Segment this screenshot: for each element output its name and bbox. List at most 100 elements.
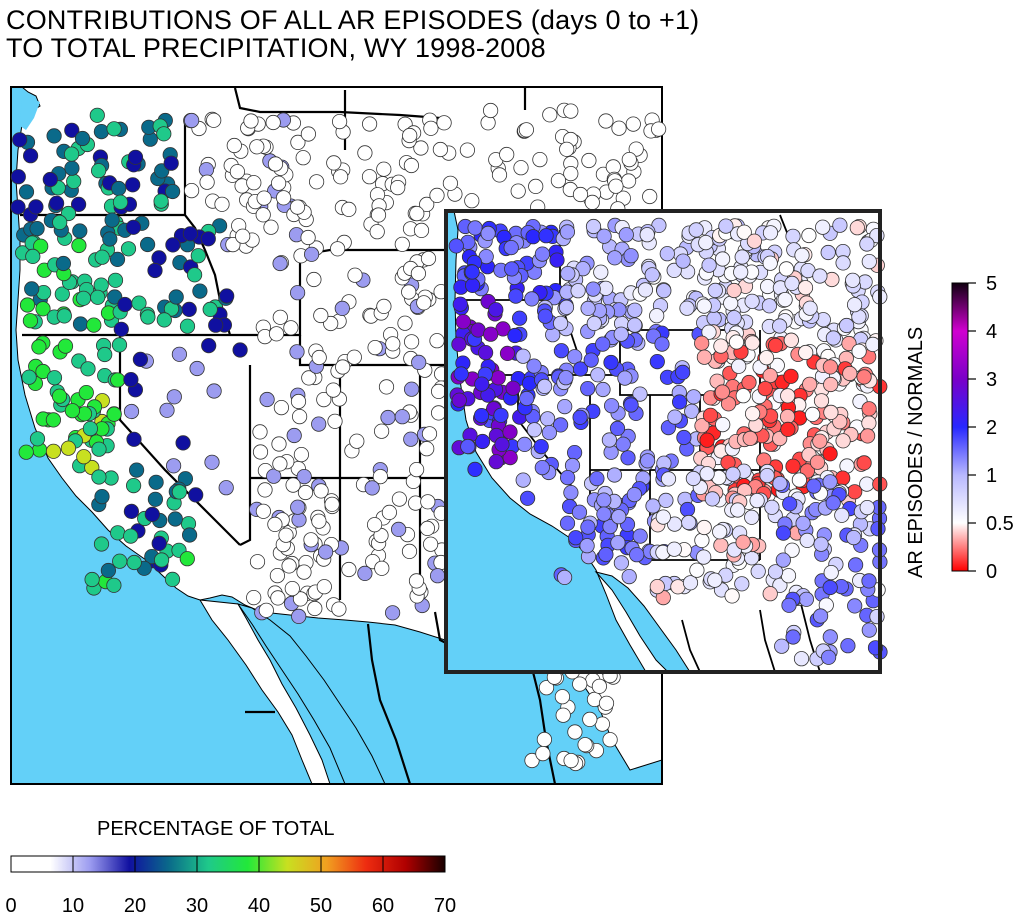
station-dot <box>749 492 765 509</box>
station-dot <box>771 318 788 334</box>
station-dot <box>285 477 301 493</box>
station-dot <box>316 579 332 595</box>
station-dot <box>750 563 766 580</box>
station-dot <box>694 335 710 351</box>
station-dot <box>18 184 35 200</box>
station-dot <box>182 226 198 242</box>
station-dot <box>723 295 739 311</box>
station-dot <box>649 308 665 324</box>
station-dot <box>780 568 797 584</box>
station-dot <box>164 571 181 588</box>
station-dot <box>822 359 839 375</box>
station-dot <box>785 228 801 244</box>
station-dot <box>268 326 285 342</box>
station-dot <box>681 514 697 531</box>
station-dot <box>804 406 821 422</box>
station-dot <box>659 246 675 262</box>
station-dot <box>746 233 763 249</box>
station-dot <box>606 467 623 483</box>
station-dot <box>384 605 401 621</box>
station-dot <box>593 264 609 280</box>
station-dot <box>676 429 692 446</box>
station-dot <box>682 575 699 591</box>
station-dot <box>783 332 799 348</box>
station-dot <box>856 369 872 385</box>
station-dot <box>153 193 169 209</box>
station-dot <box>572 186 589 203</box>
station-dot <box>167 511 183 527</box>
station-dot <box>249 139 265 155</box>
baja-peninsula <box>199 599 331 784</box>
station-dot <box>559 224 576 240</box>
station-dot <box>102 231 118 247</box>
station-dot <box>460 438 476 455</box>
station-dot <box>166 458 182 474</box>
station-dot <box>64 403 81 419</box>
station-dot <box>730 502 746 518</box>
station-dot <box>813 393 830 409</box>
station-dot <box>685 470 702 487</box>
station-dot <box>861 573 877 589</box>
station-dot <box>666 262 682 278</box>
station-dot <box>541 424 558 441</box>
station-dot <box>775 552 791 568</box>
station-dot <box>303 532 319 548</box>
station-dot <box>76 449 92 465</box>
station-dot <box>608 178 624 194</box>
station-dot <box>671 394 688 410</box>
station-dot <box>192 283 208 299</box>
station-dot <box>295 150 311 166</box>
station-dot <box>701 257 717 273</box>
station-dot <box>812 433 828 449</box>
station-dot <box>623 397 639 413</box>
station-dot <box>617 370 633 386</box>
station-dot <box>675 364 691 380</box>
station-dot <box>266 468 282 484</box>
station-dot <box>579 538 595 554</box>
station-dot <box>859 499 875 516</box>
station-dot <box>820 244 836 261</box>
station-dot <box>289 285 306 301</box>
station-dot <box>713 338 729 354</box>
inset-map-frame <box>444 209 882 674</box>
station-dot <box>267 156 284 172</box>
station-dot <box>679 300 695 316</box>
station-dot <box>783 368 799 384</box>
station-dot <box>381 504 397 521</box>
station-dot <box>626 486 643 503</box>
station-dot <box>291 608 307 625</box>
station-dot <box>97 346 113 363</box>
station-dot <box>607 250 623 266</box>
station-dot <box>644 267 660 283</box>
station-dot <box>45 443 62 459</box>
station-dot <box>278 527 294 543</box>
station-dot <box>611 509 627 525</box>
station-dot <box>269 567 285 584</box>
station-dot <box>290 134 306 150</box>
station-dot <box>627 317 643 333</box>
station-dot <box>675 253 691 269</box>
station-dot <box>504 261 520 277</box>
station-dot <box>206 383 222 399</box>
station-dot <box>595 336 611 352</box>
station-dot <box>292 591 309 607</box>
station-dot <box>423 120 439 136</box>
station-dot <box>798 591 815 607</box>
station-dot <box>199 174 215 190</box>
station-dot <box>621 568 637 585</box>
station-dot <box>572 409 588 425</box>
station-dot <box>255 207 271 223</box>
station-dot <box>311 513 327 529</box>
station-dot <box>127 149 144 165</box>
percentage-tick-label: 0 <box>5 895 16 917</box>
station-dot <box>784 542 800 558</box>
station-dot <box>148 474 164 490</box>
percentage-tick-label: 40 <box>248 895 270 917</box>
station-dot <box>869 608 885 625</box>
station-dot <box>93 536 110 552</box>
percentage-colorbar-ticks: 0 10 20 30 40 50 60 70 <box>5 856 456 917</box>
station-dot <box>499 345 516 361</box>
station-dot <box>847 598 863 614</box>
station-dot <box>701 324 717 340</box>
station-dot <box>525 229 541 245</box>
